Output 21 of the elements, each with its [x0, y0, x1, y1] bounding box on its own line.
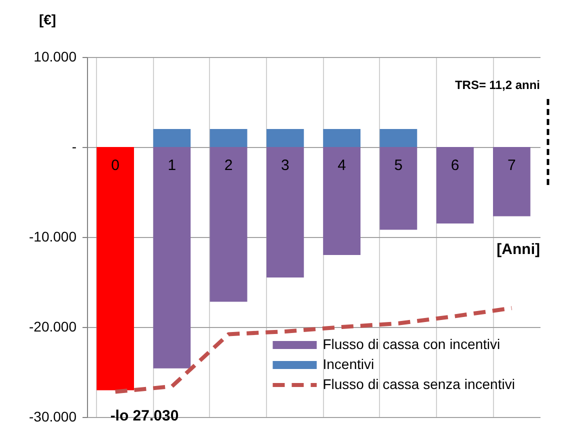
y-tick-label: -30.000: [29, 408, 77, 424]
y-tick-label: 10.000: [34, 48, 77, 64]
legend-label: Incentivi: [322, 356, 374, 372]
line-series: [113, 306, 514, 394]
x-tick-label: 7: [508, 157, 516, 174]
x-tick-label: 2: [224, 157, 233, 174]
legend-label: Flusso di cassa con incentivi: [322, 336, 500, 352]
x-tick-label: 5: [394, 157, 403, 174]
x-tick-label: 3: [281, 157, 290, 174]
annotation: TRS= 11,2 anni: [454, 78, 540, 92]
y-tick-label: -: [72, 138, 77, 154]
x-tick-label: 1: [168, 157, 176, 174]
x-tick-label: 0: [111, 157, 120, 174]
y-tick-label: -20.000: [29, 318, 77, 334]
x-tick-label: 6: [450, 157, 460, 174]
y-tick-label: -10.000: [29, 228, 77, 244]
x-tick-label: 4: [338, 157, 346, 174]
y-axis-title: [€]: [38, 12, 56, 28]
x-axis-title: [Anni]: [496, 241, 540, 258]
annotation: -lo 27.030: [110, 407, 179, 424]
legend-label: Flusso di cassa senza incentivi: [322, 376, 515, 392]
